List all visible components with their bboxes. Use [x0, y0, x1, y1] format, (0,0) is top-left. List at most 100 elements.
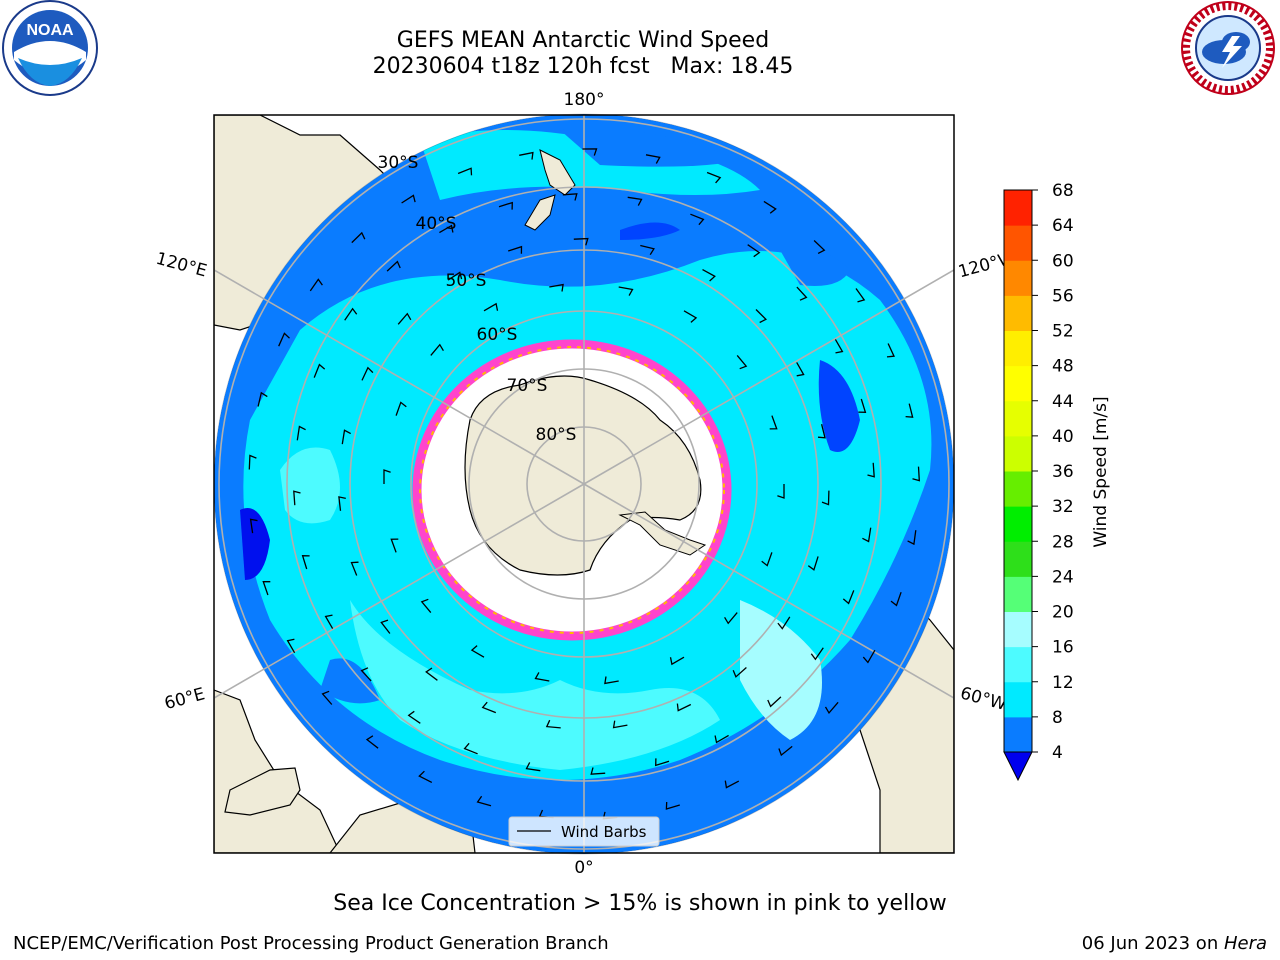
footer-host: Hera [1223, 933, 1267, 954]
colorbar-segment [1004, 471, 1032, 507]
colorbar-segment [1004, 716, 1032, 753]
colorbar-segment [1004, 400, 1032, 437]
wind-barb [344, 307, 358, 321]
noaa-logo: NOAA [2, 0, 98, 96]
wind-barb [390, 538, 399, 553]
wind-barb [655, 758, 670, 767]
wind-barb [590, 767, 606, 775]
wind-barb [763, 200, 777, 214]
wind-barb [463, 742, 478, 755]
sea-ice-note: Sea Ice Concentration > 15% is shown in … [333, 891, 947, 916]
wind-barb [481, 701, 497, 714]
national-weather-service-logo [1181, 1, 1275, 95]
wind-barb [476, 795, 492, 807]
wind-barb [627, 196, 643, 206]
wind-barb [257, 391, 268, 407]
lat-label-80s: 80°S [536, 425, 577, 445]
colorbar-tick-label: 64 [1052, 216, 1074, 236]
colorbar-tick-label: 56 [1052, 286, 1074, 306]
wind-barb [525, 762, 541, 772]
wind-barb [907, 530, 917, 546]
wind-barb [549, 283, 564, 292]
wind-barb [324, 614, 334, 629]
colorbar-tick-label: 52 [1052, 322, 1074, 342]
wind-barb [645, 154, 661, 164]
lat-label-40s: 40°S [416, 214, 457, 234]
map-title: GEFS MEAN Antarctic Wind Speed [396, 28, 770, 53]
wind-barb [736, 354, 748, 370]
wind-barb [418, 770, 433, 783]
wind-barb [747, 244, 761, 258]
wind-barb [341, 429, 352, 445]
wind-barb [262, 581, 271, 596]
wind-barb [498, 201, 513, 210]
colorbar-under-arrow [1003, 751, 1033, 782]
wind-barbs [248, 148, 921, 820]
wind-barb [769, 415, 778, 430]
wind-barb [905, 403, 914, 418]
wind-barb [383, 469, 391, 484]
wind-barb [309, 278, 323, 292]
legend-label: Wind Barbs [561, 823, 647, 841]
wind-barb [397, 312, 412, 325]
wind-barb [573, 237, 589, 246]
wind-barb [618, 286, 634, 296]
colorbar-segment [1004, 435, 1032, 472]
colorbar-tick-label: 44 [1052, 392, 1074, 412]
colorbar-tick-label: 60 [1052, 251, 1074, 271]
footer-date: 06 Jun 2023 on Hera [1082, 933, 1267, 954]
lon-label-120e: 120°E [154, 249, 209, 282]
wind-barb [286, 638, 296, 654]
wind-barb [420, 598, 432, 614]
wind-barb [821, 490, 830, 506]
wind-barb [665, 801, 680, 810]
colorbar-segment [1004, 365, 1032, 402]
colorbar-tick-label: 40 [1052, 427, 1074, 447]
wind-barb [890, 591, 902, 607]
wind-barb [834, 339, 844, 354]
wind-barb [702, 269, 716, 282]
colorbar-tick-label: 24 [1052, 567, 1074, 587]
wind-barb [534, 672, 550, 682]
wind-barb [483, 302, 499, 312]
wind-barb [365, 735, 379, 749]
wind-barb [855, 288, 866, 303]
wind-barb [767, 696, 782, 708]
wind-barb [810, 647, 824, 661]
wind-barb [824, 701, 839, 715]
wind-barb [604, 676, 619, 685]
wind-barb [912, 466, 921, 482]
wind-barb [612, 720, 628, 729]
colorbar-tick-label: 48 [1052, 357, 1074, 377]
wind-barb [858, 398, 867, 413]
wind-barb [867, 462, 875, 478]
wind-barb [447, 271, 463, 281]
wind-barb [380, 619, 391, 634]
colorbar-tick-label: 32 [1052, 497, 1074, 517]
wind-barb [778, 745, 793, 757]
colorbar-tick-label: 16 [1052, 638, 1074, 658]
lon-label-60w: 60°W [958, 683, 1009, 715]
wind-barb [401, 194, 416, 204]
wind-barb [714, 734, 729, 744]
lon-label-180: 180° [564, 90, 605, 110]
wind-barb [777, 484, 785, 499]
colorbar-segment [1004, 576, 1032, 612]
wind-barb [862, 527, 872, 543]
wind-barb [296, 425, 306, 441]
colorbar-segment [1004, 190, 1032, 226]
lon-label-0: 0° [574, 858, 593, 878]
wind-barb [508, 245, 523, 254]
wind-barb [293, 490, 301, 506]
colorbar-tick-label: 68 [1052, 181, 1074, 201]
wind-barb [301, 555, 310, 570]
colorbar-tick-label: 20 [1052, 603, 1074, 623]
colorbar-segment [1004, 646, 1032, 683]
wind-barb [807, 556, 819, 571]
wind-barb [796, 362, 805, 377]
colorbar-segment [1004, 260, 1032, 296]
wind-barb [313, 363, 326, 378]
wind-barb [562, 193, 578, 201]
